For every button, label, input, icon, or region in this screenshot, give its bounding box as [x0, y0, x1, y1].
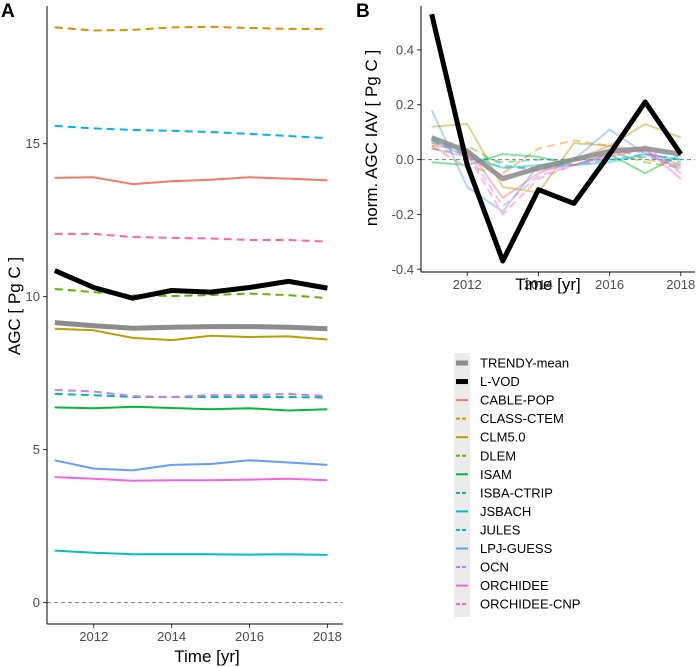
legend-label-clm5-0: CLM5.0 — [480, 430, 526, 445]
panel-a-series-orchidee-cnp — [54, 232, 328, 243]
panel-a-series-isam — [54, 405, 328, 412]
panel-a-y-tick-label: 15 — [26, 136, 40, 151]
panel-a-x-axis-title: Time [yr] — [174, 647, 239, 666]
panel-a-x-tick-label: 2016 — [235, 629, 264, 644]
legend-label-cable-pop: CABLE-POP — [480, 393, 554, 408]
legend-label-lpj-guess: LPJ-GUESS — [480, 541, 553, 556]
panel-b-x-tick-label: 2016 — [595, 277, 624, 292]
panel-a-plot: 0 5 10 15 2012 2014 2016 2018 — [26, 6, 343, 644]
panel-b-y-tick-label: 0.0 — [396, 152, 414, 167]
panel-a-series-cable-pop — [54, 176, 328, 186]
panel-b-y-tick-label: 0.4 — [396, 42, 414, 57]
panel-a-y-tick-label: 0 — [33, 595, 40, 610]
legend-label-trendy-mean: TRENDY-mean — [480, 356, 569, 371]
panel-a-series-l-vod — [53, 268, 328, 301]
panel-b: B -0.4 -0.2 0.0 0.2 0.4 2012 2014 2016 2018 Time… — [356, 1, 695, 294]
panel-a-series-trendy-mean — [54, 320, 328, 332]
panel-a-series-jsbach — [54, 549, 328, 556]
panel-a-series-clm5-0 — [54, 327, 328, 342]
legend-label-jsbach: JSBACH — [480, 504, 531, 519]
legend-label-jules: JULES — [480, 522, 521, 537]
panel-b-plot: -0.4 -0.2 0.0 0.2 0.4 2012 2014 2016 2018 — [392, 6, 695, 292]
panel-a-series-orchidee — [54, 476, 328, 482]
legend-key-background — [454, 353, 470, 617]
panel-a-series-dlem — [54, 288, 328, 300]
legend-label-isam: ISAM — [480, 467, 512, 482]
legend-label-l-vod: L-VOD — [480, 374, 520, 389]
panel-a-series-class-ctem — [54, 25, 328, 32]
panel-letter-b: B — [356, 1, 370, 22]
panel-a-y-tick-label: 5 — [33, 442, 40, 457]
panel-b-series-trendy-mean — [430, 135, 682, 182]
panel-b-series-clm5-0 — [431, 122, 682, 194]
panel-b-y-tick-label: -0.4 — [392, 262, 414, 277]
panel-a-y-tick-label: 10 — [26, 289, 40, 304]
panel-b-x-tick-label: 2012 — [453, 277, 482, 292]
legend: TRENDY-mean L-VOD CABLE-POP CLASS-CTEM CLM5.… — [454, 353, 580, 617]
legend-label-ocn: OCN — [480, 560, 509, 575]
panel-a-x-tick-label: 2018 — [313, 629, 342, 644]
panel-b-x-tick-label: 2018 — [666, 277, 695, 292]
panel-b-series-orchidee-cnp — [431, 142, 682, 216]
panel-letter-a: A — [1, 1, 15, 22]
panel-b-y-tick-label: 0.2 — [396, 97, 414, 112]
legend-label-class-ctem: CLASS-CTEM — [480, 411, 564, 426]
legend-label-isba-ctrip: ISBA-CTRIP — [480, 485, 553, 500]
panel-b-y-tick-label: -0.2 — [392, 207, 414, 222]
panel-b-series-isam — [431, 153, 682, 175]
panel-a-series-lpj-guess — [54, 459, 328, 472]
panel-a-series-jules — [54, 124, 328, 140]
panel-a-x-tick-label: 2012 — [79, 629, 108, 644]
panel-b-x-tick-label: 2014 — [524, 277, 553, 292]
legend-label-dlem: DLEM — [480, 448, 516, 463]
panel-b-series-class-ctem — [431, 139, 681, 175]
panel-a-y-axis-title: AGC [ Pg C ] — [5, 257, 24, 355]
panel-b-series-l-vod — [429, 13, 683, 264]
panel-a-x-tick-label: 2014 — [157, 629, 186, 644]
panel-a-series-ocn — [54, 389, 328, 398]
panel-a: A 0 5 10 15 2012 2014 2016 2018 Time [yr] AGC [… — [1, 1, 343, 666]
panel-b-y-axis-title: norm. AGC IAV [ Pg C ] — [362, 50, 381, 226]
panel-b-x-axis-title: Time [yr] — [515, 275, 580, 294]
legend-label-orchidee: ORCHIDEE — [480, 578, 549, 593]
legend-label-orchidee-cnp: ORCHIDEE-CNP — [480, 597, 580, 612]
